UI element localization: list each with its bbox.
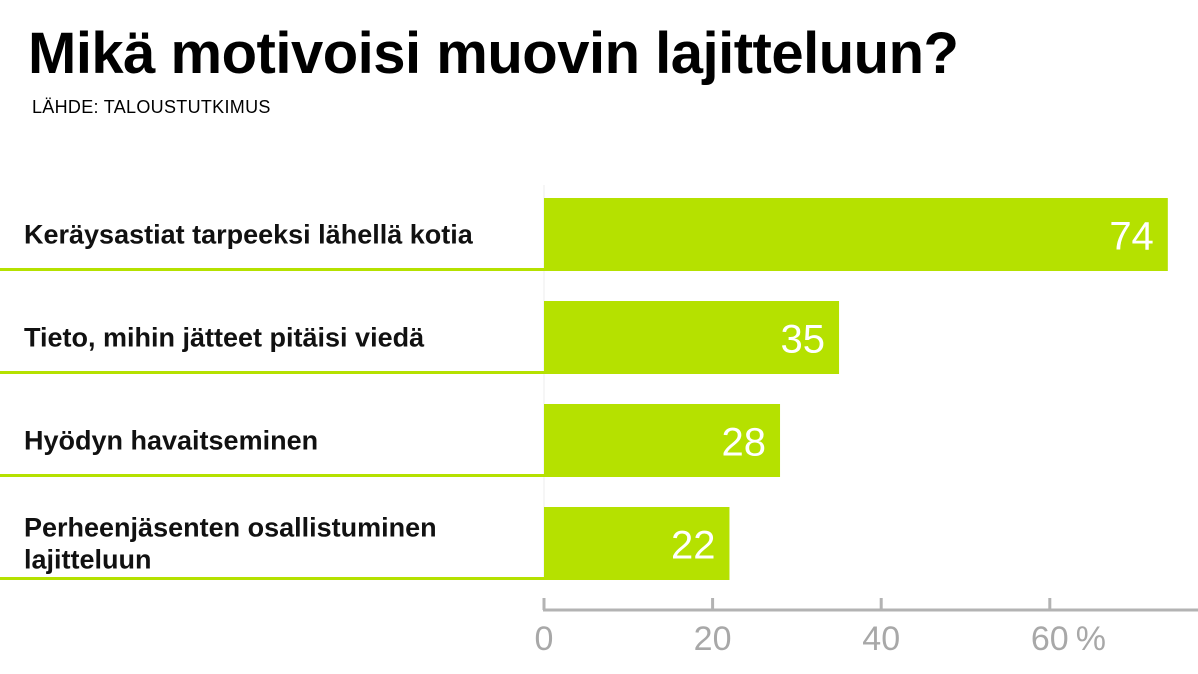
bar bbox=[544, 301, 840, 374]
x-unit-label: % bbox=[1076, 620, 1106, 658]
x-tick-label: 20 bbox=[694, 620, 732, 658]
value-label: 22 bbox=[671, 524, 716, 568]
category-label: Keräysastiat tarpeeksi lähellä kotia bbox=[24, 220, 474, 250]
value-label: 74 bbox=[1109, 215, 1154, 259]
category-label: Perheenjäsenten osallistuminen bbox=[24, 513, 437, 543]
category-label: lajitteluun bbox=[24, 545, 152, 575]
x-tick-label: 0 bbox=[535, 620, 554, 658]
chart-source: LÄHDE: TALOUSTUTKIMUS bbox=[32, 97, 271, 117]
chart-title: Mikä motivoisi muovin lajitteluun? bbox=[28, 21, 959, 86]
category-label: Hyödyn havaitseminen bbox=[24, 426, 318, 456]
bar bbox=[544, 198, 1168, 271]
bar bbox=[544, 404, 781, 477]
x-tick-label: 60 bbox=[1031, 620, 1069, 658]
bar bbox=[544, 507, 730, 580]
x-tick-label: 40 bbox=[862, 620, 900, 658]
value-label: 35 bbox=[781, 318, 826, 362]
value-label: 28 bbox=[722, 421, 767, 465]
category-label: Tieto, mihin jätteet pitäisi viedä bbox=[24, 323, 425, 353]
